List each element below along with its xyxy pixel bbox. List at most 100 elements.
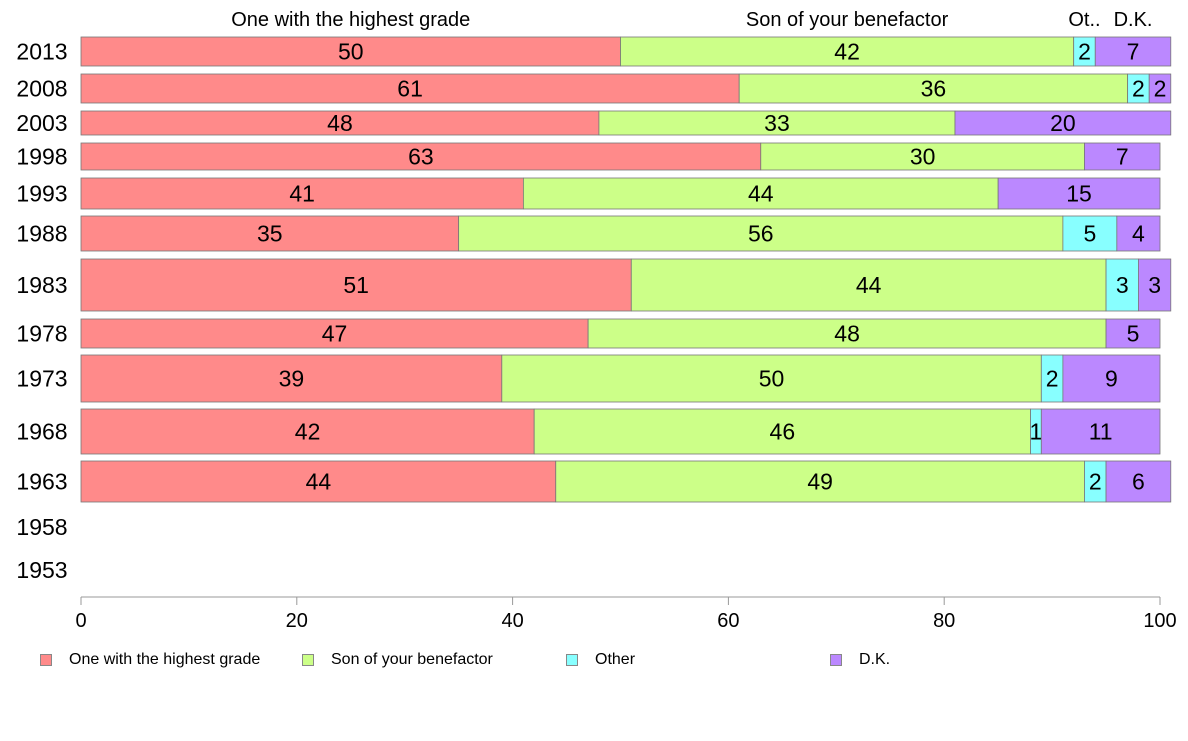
bar-value-label: 51 — [343, 272, 369, 298]
bar-value-label: 2 — [1132, 76, 1145, 102]
legend-swatch — [40, 654, 52, 666]
bar-segment — [458, 215, 1064, 252]
legend-item-dk: D.K. — [830, 651, 890, 669]
bar-value-label: 2 — [1089, 469, 1102, 495]
bar-value-label: 2 — [1046, 366, 1059, 392]
bar-segment — [533, 408, 1031, 455]
bar-value-label: 39 — [279, 366, 305, 392]
bar-value-label: 36 — [921, 76, 947, 102]
y-tick-label: 2003 — [16, 110, 67, 136]
legend-label: Other — [595, 651, 636, 668]
bar-segment — [760, 142, 1085, 171]
bar-segment — [620, 36, 1075, 67]
bar-segment — [997, 177, 1161, 210]
y-tick-label: 1953 — [16, 557, 67, 583]
y-tick-label: 1983 — [16, 272, 67, 298]
y-tick-label: 1963 — [16, 469, 67, 495]
bar-segment — [954, 110, 1172, 136]
top-series-label: One with the highest grade — [231, 9, 470, 31]
bar-segment — [522, 177, 999, 210]
bar-segment — [587, 318, 1107, 349]
bar-segment — [738, 73, 1129, 104]
top-series-label: Son of your benefactor — [746, 9, 949, 31]
bar-value-label: 61 — [397, 76, 423, 102]
legend-swatch — [830, 654, 842, 666]
y-tick-label: 1988 — [16, 221, 67, 247]
bar-segment — [501, 354, 1042, 403]
bar-segment — [80, 110, 600, 136]
bar-segment — [1094, 36, 1172, 67]
bar-segment — [1084, 142, 1161, 171]
y-tick-label: 2008 — [16, 76, 67, 102]
chart-legend: One with the highest grade Son of your b… — [40, 651, 1180, 671]
top-series-label: D.K. — [1114, 9, 1153, 31]
bar-value-label: 5 — [1083, 221, 1096, 247]
bar-value-label: 63 — [408, 144, 434, 170]
bar-segment — [1062, 215, 1118, 252]
bar-value-label: 6 — [1132, 469, 1145, 495]
y-tick-label: 1968 — [16, 419, 67, 445]
bar-segment — [80, 142, 762, 171]
bar-segment — [80, 354, 503, 403]
bar-value-label: 30 — [910, 144, 936, 170]
bar-segment — [80, 36, 621, 67]
bar-value-label: 7 — [1127, 39, 1140, 65]
legend-item-benefactor: Son of your benefactor — [302, 651, 493, 669]
bar-value-label: 44 — [856, 272, 882, 298]
bar-segment — [80, 215, 460, 252]
bar-value-label: 35 — [257, 221, 283, 247]
bar-value-label: 48 — [834, 321, 860, 347]
y-tick-label: 1973 — [16, 366, 67, 392]
bar-value-label: 41 — [289, 181, 315, 207]
bar-value-label: 9 — [1105, 366, 1118, 392]
bar-segment — [1062, 354, 1161, 403]
bar-value-label: 33 — [764, 110, 790, 136]
bar-value-label: 48 — [327, 110, 353, 136]
legend-label: D.K. — [859, 651, 891, 668]
x-tick-label: 80 — [933, 610, 955, 632]
bar-value-label: 46 — [770, 419, 796, 445]
bar-value-label: 5 — [1127, 321, 1140, 347]
legend-item-other: Other — [566, 651, 635, 669]
bar-value-label: 47 — [322, 321, 348, 347]
y-tick-label: 1978 — [16, 321, 67, 347]
legend-label: One with the highest grade — [69, 651, 261, 668]
bar-value-label: 44 — [306, 469, 332, 495]
legend-swatch — [302, 654, 314, 666]
bar-segment — [598, 110, 956, 136]
legend-swatch — [566, 654, 578, 666]
bar-segment — [555, 460, 1085, 503]
bar-segment — [80, 318, 589, 349]
bar-value-label: 3 — [1148, 272, 1161, 298]
bar-value-label: 20 — [1050, 110, 1076, 136]
bar-segment — [1040, 408, 1161, 455]
bar-segment — [80, 73, 740, 104]
bar-value-label: 50 — [759, 366, 785, 392]
bar-value-label: 2 — [1154, 76, 1167, 102]
bar-segment — [1105, 258, 1139, 312]
bar-segment — [1116, 215, 1161, 252]
bar-value-label: 11 — [1089, 419, 1113, 445]
bar-value-label: 4 — [1132, 221, 1145, 247]
bar-value-label: 15 — [1066, 181, 1092, 207]
bar-value-label: 56 — [748, 221, 774, 247]
bar-segment — [80, 258, 632, 312]
bar-segment — [1138, 258, 1172, 312]
x-tick-label: 100 — [1143, 610, 1176, 632]
x-tick-label: 40 — [501, 610, 523, 632]
bar-segment — [80, 408, 535, 455]
bar-value-label: 3 — [1116, 272, 1129, 298]
y-tick-label: 1993 — [16, 181, 67, 207]
bar-value-label: 44 — [748, 181, 774, 207]
y-tick-label: 1998 — [16, 144, 67, 170]
bar-value-label: 49 — [807, 469, 833, 495]
bar-segment — [80, 460, 557, 503]
top-series-label: Ot.. — [1068, 9, 1100, 31]
bar-segment — [1105, 318, 1161, 349]
bar-value-label: 1 — [1030, 419, 1043, 445]
x-tick-label: 60 — [717, 610, 739, 632]
x-tick-label: 20 — [286, 610, 308, 632]
bar-value-label: 2 — [1078, 39, 1091, 65]
y-tick-label: 1958 — [16, 514, 67, 540]
